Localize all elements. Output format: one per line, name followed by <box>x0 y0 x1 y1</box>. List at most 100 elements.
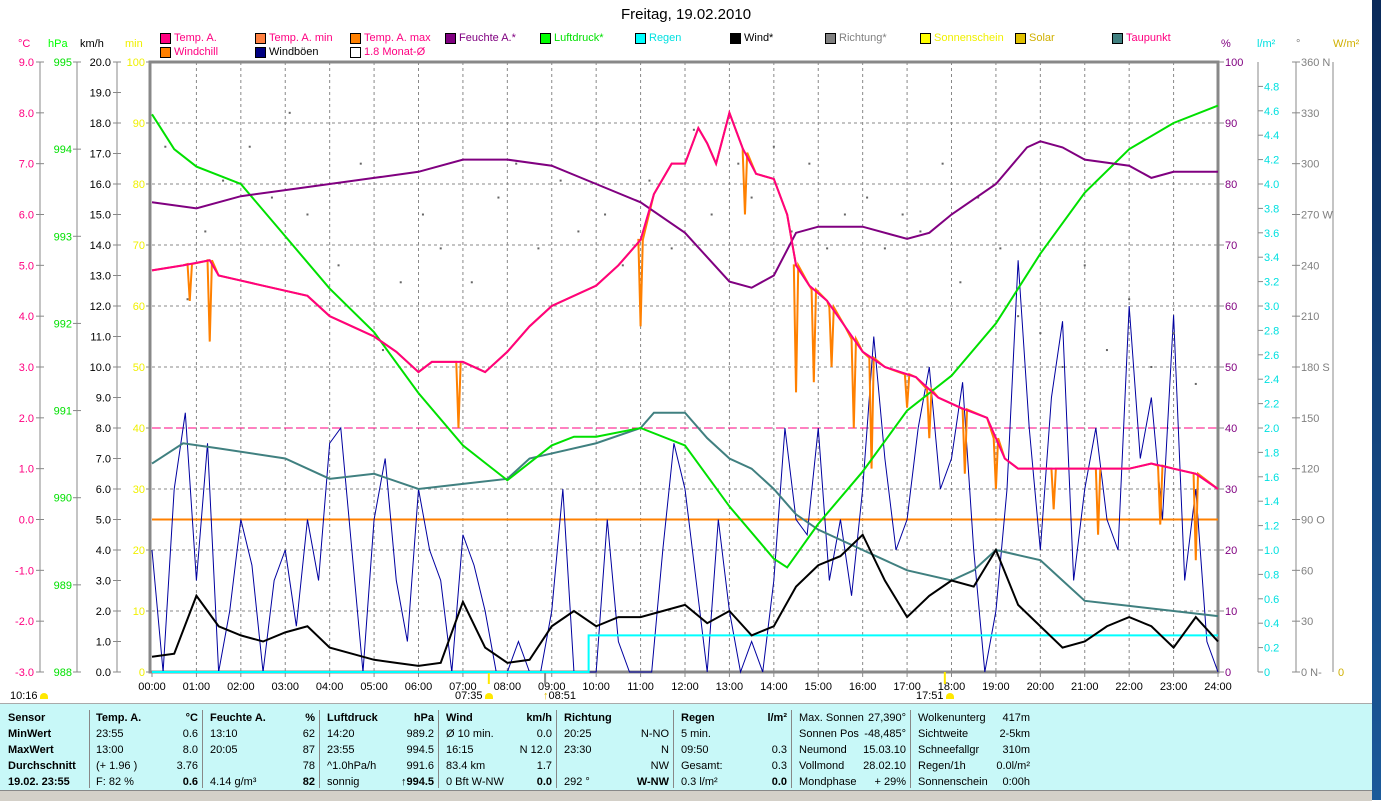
legend-label: Windböen <box>269 46 319 58</box>
direction-point <box>515 162 518 165</box>
humidity-series <box>151 140 1218 289</box>
legend-item: Windchill <box>160 46 218 58</box>
panel-cell: N-NO <box>640 728 669 740</box>
panel-cell: 5 min. <box>681 728 711 740</box>
panel-column: Richtung 20:25 N-NO 23:30 N NW 292 ° W-NW <box>560 710 674 788</box>
panel-cell: 0 Bft W-NW <box>446 776 504 788</box>
panel-cell: 20:25 <box>564 728 592 740</box>
humidity-tick-label: 0 <box>1225 667 1231 679</box>
time-tick-label: 05:00 <box>360 681 388 693</box>
direction-tick-label: 0 N- <box>1301 667 1322 679</box>
rain-tick-label: 0 <box>1264 667 1270 679</box>
direction-point <box>270 196 273 199</box>
panel-cell: 417m <box>1002 712 1030 724</box>
legend-swatch <box>445 32 456 44</box>
legend-item: 1.8 Monat-Ø <box>350 46 425 58</box>
pressure-tick-label: 990 <box>54 493 72 505</box>
unit-wind: km/h <box>80 38 104 50</box>
direction-point <box>1172 332 1175 335</box>
direction-point <box>959 281 962 284</box>
direction-point <box>248 145 251 148</box>
panel-cell: 994.5 <box>406 744 434 756</box>
legend-item: Richtung* <box>825 32 887 44</box>
time-tick-label: 12:00 <box>671 681 699 693</box>
wind-tick-label: 16.0 <box>90 179 111 191</box>
panel-row: 23:30 N <box>560 742 673 758</box>
humidity-tick-label: 80 <box>1225 179 1237 191</box>
sun-tick-label: 20 <box>133 545 145 557</box>
legend-swatch <box>160 32 171 44</box>
rain-tick-label: 3.6 <box>1264 228 1279 240</box>
direction-point <box>421 213 424 216</box>
humidity-tick-label: 90 <box>1225 118 1237 130</box>
time-tick-label: 01:00 <box>183 681 211 693</box>
panel-cell: 20:05 <box>210 744 238 756</box>
temp-tick-label: 8.0 <box>19 108 34 120</box>
legend-swatch <box>540 32 551 44</box>
panel-cell: 991.6 <box>406 760 434 772</box>
direction-point <box>883 247 886 250</box>
panel-row: Max. Sonnen 27,390° <box>795 710 910 726</box>
legend-swatch <box>635 32 646 44</box>
panel-cell: Sichtweite <box>918 728 969 740</box>
panel-row: MinWert <box>4 726 89 742</box>
legend-swatch <box>350 46 361 58</box>
direction-point <box>359 162 362 165</box>
panel-cell: 0.3 <box>771 760 787 772</box>
panel-cell: + 29% <box>874 776 907 788</box>
pressure-tick-label: 994 <box>54 144 72 156</box>
panel-cell: % <box>305 712 315 724</box>
panel-row: Mondphase + 29% <box>795 774 910 790</box>
temp-tick-label: 5.0 <box>19 260 34 272</box>
panel-cell: 28.02.10 <box>863 760 906 772</box>
panel-row: F: 82 % 0.6 <box>92 774 202 790</box>
panel-cell: Sensor <box>8 712 46 724</box>
direction-point <box>737 162 740 165</box>
direction-tick-label: 90 O <box>1301 515 1325 527</box>
direction-point <box>710 213 713 216</box>
panel-cell: Mondphase <box>799 776 857 788</box>
rain-tick-label: 0.8 <box>1264 569 1279 581</box>
wind-tick-label: 4.0 <box>96 545 111 557</box>
panel-cell: 14:20 <box>327 728 355 740</box>
panel-cell: 0.3 <box>771 744 787 756</box>
panel-cell: 1.7 <box>536 760 552 772</box>
humidity-tick-label: 10 <box>1225 606 1237 618</box>
panel-row: Luftdruck hPa <box>323 710 438 726</box>
panel-row: Gesamt: 0.3 <box>677 758 791 774</box>
pressure-tick-label: 991 <box>54 406 72 418</box>
direction-point <box>790 230 793 233</box>
panel-cell: MinWert <box>8 728 52 740</box>
panel-column: Wolkenunterg 417m Sichtweite 2-5km Schneefal… <box>914 710 1034 788</box>
legend-label: Temp. A. max <box>364 32 431 44</box>
rain-tick-label: 4.6 <box>1264 106 1279 118</box>
panel-cell: 23:30 <box>564 744 592 756</box>
time-tick-label: 10:00 <box>582 681 610 693</box>
temp-tick-label: 4.0 <box>19 311 34 323</box>
time-tick-label: 20:00 <box>1027 681 1055 693</box>
panel-row: Sonnen Pos -48,485° <box>795 726 910 742</box>
panel-cell: 27,390° <box>867 712 906 724</box>
panel-cell: hPa <box>413 712 434 724</box>
time-tick-label: 15:00 <box>804 681 832 693</box>
panel-column: Wind km/h Ø 10 min. 0.0 16:15 N 12.0 83.4 km 1.… <box>442 710 557 788</box>
time-tick-label: 24:00 <box>1204 681 1232 693</box>
legend-swatch <box>255 46 266 58</box>
legend-item: Temp. A. min <box>255 32 333 44</box>
panel-cell: 0.0 <box>536 728 552 740</box>
transit-time: 08:51 <box>548 690 577 702</box>
temp-tick-label: 2.0 <box>19 413 34 425</box>
direction-tick-label: 360 N <box>1301 57 1330 69</box>
panel-cell: 83.4 km <box>446 760 486 772</box>
solar-tick-label: 0 <box>1338 667 1344 679</box>
pressure-tick-label: 993 <box>54 231 72 243</box>
panel-cell: N <box>661 744 669 756</box>
panel-row: sonnig ↑994.5 <box>323 774 438 790</box>
legend-swatch <box>255 32 266 44</box>
wind-tick-label: 19.0 <box>90 88 111 100</box>
direction-tick-label: 150 <box>1301 413 1319 425</box>
humidity-tick-label: 100 <box>1225 57 1243 69</box>
sun-tick-label: 0 <box>139 667 145 679</box>
direction-point <box>497 196 500 199</box>
rain-tick-label: 3.0 <box>1264 301 1279 313</box>
